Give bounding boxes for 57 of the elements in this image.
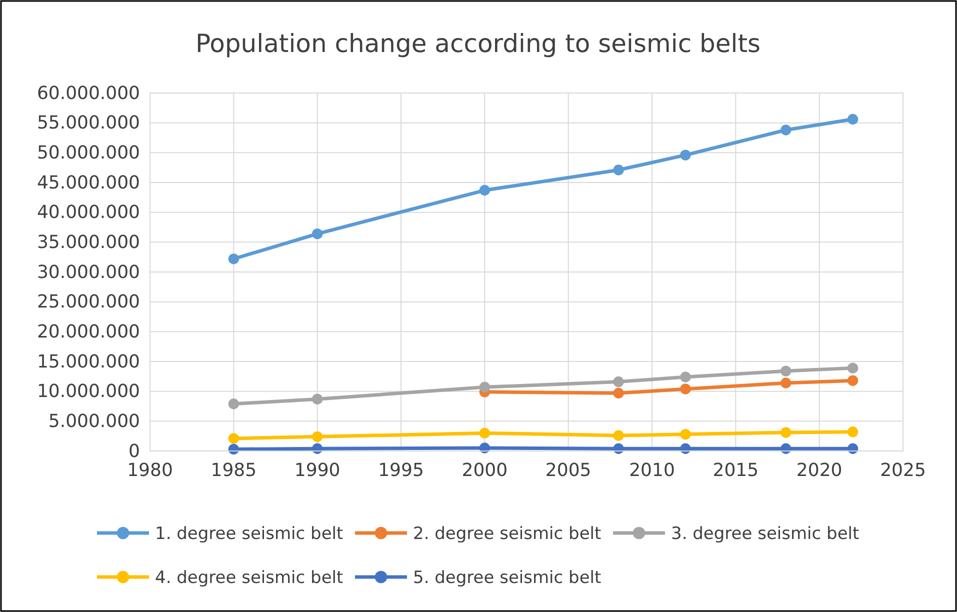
point bbox=[479, 428, 490, 438]
y-tick-label: 15.000.000 bbox=[36, 351, 140, 372]
point bbox=[680, 372, 691, 382]
y-tick-label: 50.000.000 bbox=[36, 142, 140, 164]
point bbox=[228, 444, 240, 455]
legend-label: 5. degree seismic belt bbox=[413, 568, 602, 588]
chart-title: Population change according to seismic belts bbox=[195, 29, 761, 58]
y-tick-label: 30.000.000 bbox=[36, 262, 140, 283]
y-tick-label: 0 bbox=[128, 440, 140, 462]
x-tick-label: 2020 bbox=[796, 460, 842, 481]
point bbox=[780, 124, 792, 136]
legend-label: 4. degree seismic belt bbox=[155, 568, 344, 588]
point bbox=[613, 376, 624, 388]
point bbox=[780, 366, 792, 376]
point bbox=[847, 362, 858, 374]
point bbox=[680, 384, 691, 394]
x-tick-label: 2005 bbox=[545, 460, 592, 481]
point bbox=[613, 430, 624, 441]
point bbox=[228, 433, 240, 444]
x-tick-label: 2010 bbox=[629, 460, 675, 481]
point bbox=[780, 427, 792, 438]
point bbox=[847, 114, 858, 125]
point bbox=[312, 394, 323, 404]
y-tick-label: 10.000.000 bbox=[36, 381, 140, 402]
y-tick-label: 35.000.000 bbox=[36, 232, 140, 253]
x-tick-label: 2015 bbox=[712, 460, 759, 481]
point bbox=[847, 426, 858, 438]
point bbox=[479, 442, 490, 454]
point bbox=[680, 150, 691, 160]
point bbox=[228, 398, 240, 410]
y-tick-label: 45.000.000 bbox=[36, 172, 140, 194]
x-tick-label: 1985 bbox=[210, 460, 257, 481]
legend-label: 2. degree seismic belt bbox=[413, 524, 602, 544]
y-tick-label: 25.000.000 bbox=[36, 292, 140, 313]
legend-label: 3. degree seismic belt bbox=[671, 524, 860, 544]
point bbox=[613, 164, 624, 176]
legend-label: 1. degree seismic belt bbox=[155, 524, 344, 544]
point bbox=[680, 428, 691, 440]
point bbox=[479, 382, 490, 392]
y-tick-label: 40.000.000 bbox=[36, 202, 140, 224]
x-tick-label: 1995 bbox=[378, 460, 424, 481]
y-tick-label: 5.000.000 bbox=[48, 410, 140, 432]
y-tick-label: 55.000.000 bbox=[36, 112, 140, 134]
y-tick-label: 20.000.000 bbox=[36, 321, 140, 342]
point bbox=[780, 378, 792, 388]
point bbox=[847, 375, 858, 386]
x-tick-label: 1990 bbox=[294, 460, 340, 481]
point bbox=[228, 254, 240, 264]
point bbox=[312, 228, 323, 240]
y-tick-label: 60.000.000 bbox=[36, 82, 140, 104]
point bbox=[312, 443, 323, 454]
point bbox=[312, 431, 323, 442]
point bbox=[479, 184, 490, 196]
point bbox=[613, 388, 624, 398]
x-tick-label: 2025 bbox=[880, 460, 926, 481]
x-tick-label: 2000 bbox=[462, 460, 508, 481]
x-tick-label: 1980 bbox=[127, 460, 173, 481]
